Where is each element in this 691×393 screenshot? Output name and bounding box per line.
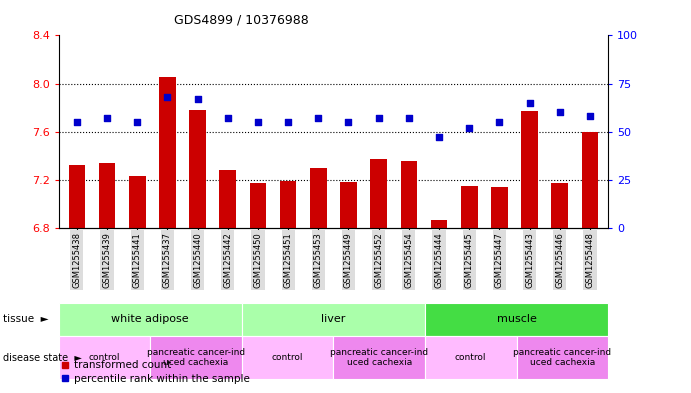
Text: liver: liver (321, 314, 346, 324)
Point (373, 115, 384, 121)
Point (283, 119, 294, 125)
Text: pancreatic cancer-ind
uced cachexia: pancreatic cancer-ind uced cachexia (147, 348, 245, 367)
Point (494, 119, 505, 125)
Point (102, 115, 113, 121)
Bar (370, 159, 387, 228)
Bar (280, 181, 296, 228)
Text: white adipose: white adipose (111, 314, 189, 324)
Text: tissue  ►: tissue ► (3, 314, 49, 324)
Bar (521, 111, 538, 228)
Bar (68, 165, 85, 228)
Point (404, 115, 415, 121)
Point (313, 115, 324, 121)
Point (585, 113, 596, 119)
Text: pancreatic cancer-ind
uced cachexia: pancreatic cancer-ind uced cachexia (513, 348, 612, 367)
Text: control: control (455, 353, 486, 362)
Bar (189, 110, 206, 228)
Point (252, 119, 263, 125)
Text: pancreatic cancer-ind
uced cachexia: pancreatic cancer-ind uced cachexia (330, 348, 428, 367)
Point (554, 109, 565, 116)
Bar (401, 160, 417, 228)
Bar (310, 168, 327, 228)
Bar (461, 186, 477, 228)
Bar (430, 220, 447, 228)
Point (524, 99, 535, 106)
Bar (340, 182, 357, 228)
Bar (129, 176, 146, 228)
Text: control: control (88, 353, 120, 362)
Text: muscle: muscle (497, 314, 536, 324)
Point (433, 134, 444, 141)
Point (192, 96, 203, 102)
Point (343, 119, 354, 125)
Point (71, 119, 82, 125)
Bar (582, 132, 598, 228)
Point (132, 119, 143, 125)
Point (162, 94, 173, 100)
Text: disease state  ►: disease state ► (3, 353, 82, 363)
Point (223, 115, 234, 121)
Point (464, 125, 475, 131)
Bar (220, 170, 236, 228)
Text: control: control (272, 353, 303, 362)
Bar (551, 184, 568, 228)
Bar (159, 77, 176, 228)
Legend: transformed count, percentile rank within the sample: transformed count, percentile rank withi… (57, 356, 254, 388)
Bar (249, 184, 266, 228)
Bar (491, 187, 508, 228)
Bar (99, 163, 115, 228)
Text: GDS4899 / 10376988: GDS4899 / 10376988 (174, 14, 310, 27)
